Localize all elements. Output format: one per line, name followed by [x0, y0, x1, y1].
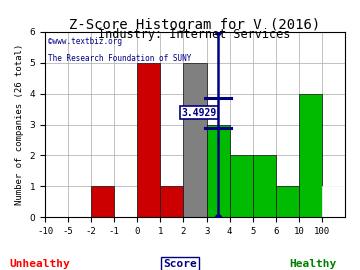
Text: The Research Foundation of SUNY: The Research Foundation of SUNY	[48, 54, 192, 63]
Bar	[299, 94, 322, 217]
Text: Industry: Internet Services: Industry: Internet Services	[98, 28, 291, 41]
Bar	[207, 124, 230, 217]
Bar	[253, 156, 276, 217]
Text: Healthy: Healthy	[289, 259, 337, 269]
Bar	[91, 186, 114, 217]
Text: Score: Score	[163, 259, 197, 269]
Bar	[322, 186, 345, 217]
Bar	[276, 186, 299, 217]
Bar	[137, 63, 161, 217]
Text: Unhealthy: Unhealthy	[9, 259, 70, 269]
Y-axis label: Number of companies (26 total): Number of companies (26 total)	[15, 44, 24, 205]
Bar	[230, 156, 253, 217]
Text: 3.4929: 3.4929	[181, 108, 217, 118]
Text: ©www.textbiz.org: ©www.textbiz.org	[48, 37, 122, 46]
Bar	[161, 186, 184, 217]
Bar	[184, 63, 207, 217]
Title: Z-Score Histogram for V (2016): Z-Score Histogram for V (2016)	[69, 18, 321, 32]
